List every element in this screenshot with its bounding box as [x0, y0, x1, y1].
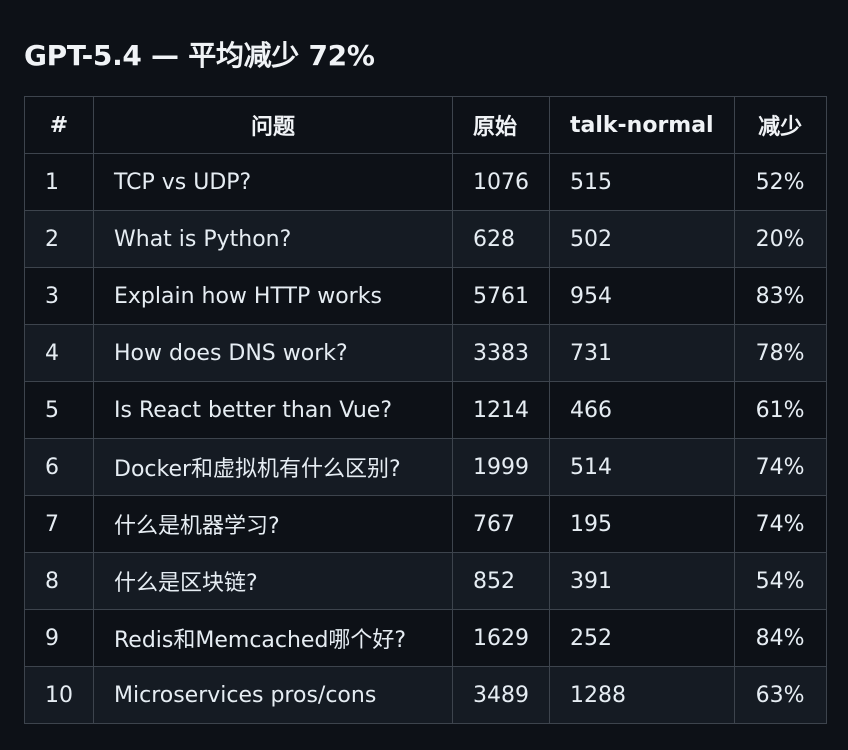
- cell-talk-normal: 1288: [549, 666, 735, 724]
- cell-reduction: 54%: [733, 552, 827, 610]
- table-row: 7 什么是机器学习? 767 195 74%: [24, 495, 827, 553]
- cell-index: 2: [24, 210, 94, 268]
- cell-talk-normal: 515: [549, 153, 735, 211]
- cell-reduction: 83%: [733, 267, 827, 325]
- cell-original: 1999: [452, 438, 550, 496]
- cell-question: Docker和虚拟机有什么区别?: [93, 438, 453, 496]
- cell-index: 8: [24, 552, 94, 610]
- header-index: #: [24, 96, 94, 154]
- cell-question: Redis和Memcached哪个好?: [93, 609, 453, 667]
- cell-index: 6: [24, 438, 94, 496]
- cell-talk-normal: 514: [549, 438, 735, 496]
- table-row: 8 什么是区块链? 852 391 54%: [24, 552, 827, 610]
- table-row: 10 Microservices pros/cons 3489 1288 63%: [24, 666, 827, 724]
- cell-question: Microservices pros/cons: [93, 666, 453, 724]
- results-table: # 问题 原始 talk-normal 减少 1 TCP vs UDP? 1076 5…: [24, 96, 827, 724]
- cell-talk-normal: 391: [549, 552, 735, 610]
- cell-question: TCP vs UDP?: [93, 153, 453, 211]
- cell-original: 767: [452, 495, 550, 553]
- cell-reduction: 52%: [733, 153, 827, 211]
- table-row: 4 How does DNS work? 3383 731 78%: [24, 324, 827, 382]
- cell-original: 5761: [452, 267, 550, 325]
- cell-original: 3489: [452, 666, 550, 724]
- table-row: 1 TCP vs UDP? 1076 515 52%: [24, 153, 827, 211]
- table-row: 2 What is Python? 628 502 20%: [24, 210, 827, 268]
- cell-question: 什么是机器学习?: [93, 495, 453, 553]
- cell-question: What is Python?: [93, 210, 453, 268]
- cell-talk-normal: 954: [549, 267, 735, 325]
- header-question: 问题: [93, 96, 453, 154]
- cell-index: 4: [24, 324, 94, 382]
- cell-reduction: 63%: [733, 666, 827, 724]
- cell-index: 5: [24, 381, 94, 439]
- cell-original: 1629: [452, 609, 550, 667]
- table-row: 5 Is React better than Vue? 1214 466 61%: [24, 381, 827, 439]
- cell-original: 1076: [452, 153, 550, 211]
- table-header-row: # 问题 原始 talk-normal 减少: [24, 96, 827, 154]
- cell-talk-normal: 466: [549, 381, 735, 439]
- cell-index: 3: [24, 267, 94, 325]
- cell-original: 628: [452, 210, 550, 268]
- cell-talk-normal: 195: [549, 495, 735, 553]
- cell-talk-normal: 502: [549, 210, 735, 268]
- cell-index: 10: [24, 666, 94, 724]
- cell-question: 什么是区块链?: [93, 552, 453, 610]
- cell-original: 1214: [452, 381, 550, 439]
- cell-reduction: 74%: [733, 495, 827, 553]
- cell-reduction: 61%: [733, 381, 827, 439]
- cell-question: How does DNS work?: [93, 324, 453, 382]
- cell-original: 852: [452, 552, 550, 610]
- table-row: 6 Docker和虚拟机有什么区别? 1999 514 74%: [24, 438, 827, 496]
- cell-talk-normal: 731: [549, 324, 735, 382]
- cell-question: Is React better than Vue?: [93, 381, 453, 439]
- header-original: 原始: [452, 96, 550, 154]
- header-reduction: 减少: [733, 96, 827, 154]
- cell-original: 3383: [452, 324, 550, 382]
- header-talk-normal: talk-normal: [549, 96, 735, 154]
- page-title: GPT-5.4 — 平均减少 72%: [24, 39, 375, 72]
- cell-talk-normal: 252: [549, 609, 735, 667]
- table-row: 3 Explain how HTTP works 5761 954 83%: [24, 267, 827, 325]
- cell-index: 9: [24, 609, 94, 667]
- cell-index: 1: [24, 153, 94, 211]
- cell-reduction: 74%: [733, 438, 827, 496]
- cell-reduction: 78%: [733, 324, 827, 382]
- cell-question: Explain how HTTP works: [93, 267, 453, 325]
- cell-reduction: 20%: [733, 210, 827, 268]
- table-row: 9 Redis和Memcached哪个好? 1629 252 84%: [24, 609, 827, 667]
- cell-reduction: 84%: [733, 609, 827, 667]
- cell-index: 7: [24, 495, 94, 553]
